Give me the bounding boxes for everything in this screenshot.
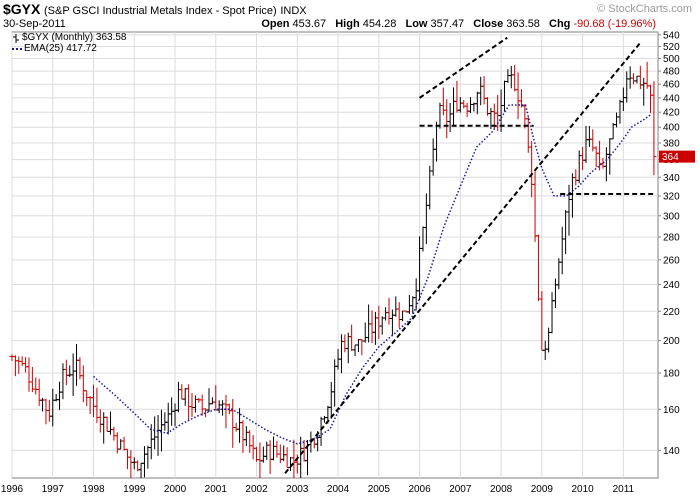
last-price-marker bbox=[659, 150, 695, 163]
y-tick-label: 480 bbox=[663, 67, 680, 78]
trendline bbox=[419, 36, 508, 99]
x-tick-label: 2002 bbox=[245, 484, 268, 495]
y-tick-label: 420 bbox=[663, 108, 680, 119]
symbol: $GYX bbox=[3, 1, 41, 17]
legend-price-label: $GYX (Monthly) 363.58 bbox=[22, 32, 127, 43]
last-price-label: 364 bbox=[662, 152, 679, 163]
y-tick-label: 380 bbox=[663, 139, 680, 150]
y-tick-label: 340 bbox=[663, 173, 680, 184]
low-value: 357.47 bbox=[430, 18, 465, 30]
exchange: INDX bbox=[280, 5, 307, 17]
y-tick-label: 320 bbox=[663, 191, 680, 202]
low-label: Low bbox=[405, 18, 428, 30]
y-tick-label: 180 bbox=[663, 369, 680, 380]
x-tick-label: 1998 bbox=[82, 484, 105, 495]
x-tick-label: 2005 bbox=[368, 484, 391, 495]
y-tick-label: 520 bbox=[663, 42, 680, 53]
y-tick-label: 200 bbox=[663, 336, 680, 347]
x-tick-label: 2003 bbox=[286, 484, 309, 495]
chg-label: Chg bbox=[549, 18, 571, 30]
x-tick-label: 2006 bbox=[408, 484, 431, 495]
x-tick-label: 2009 bbox=[531, 484, 554, 495]
legend-price: $GYX (Monthly) 363.58 bbox=[12, 32, 127, 43]
legend-ema: EMA(25) 417.72 bbox=[12, 43, 127, 54]
y-tick-label: 400 bbox=[663, 123, 680, 134]
dotted-line-icon bbox=[12, 47, 22, 50]
price-bar bbox=[651, 81, 657, 176]
y-tick-label: 460 bbox=[663, 80, 680, 91]
ohlc-readout: Open 453.67 High 454.28 Low 357.47 Close… bbox=[261, 18, 656, 30]
open-label: Open bbox=[261, 18, 290, 30]
plot-area bbox=[11, 31, 659, 479]
watermark: © StockCharts.com bbox=[597, 3, 692, 15]
x-tick-label: 1996 bbox=[1, 484, 24, 495]
y-tick-label: 300 bbox=[663, 211, 680, 222]
close-value: 363.58 bbox=[506, 18, 540, 30]
x-tick-label: 2007 bbox=[449, 484, 472, 495]
high-value: 454.28 bbox=[362, 18, 397, 30]
ohlc-bar-icon bbox=[12, 33, 20, 43]
description: (S&P GSCI Industrial Metals Index - Spot… bbox=[43, 5, 277, 17]
close-label: Close bbox=[473, 18, 504, 30]
x-tick-label: 2010 bbox=[571, 484, 594, 495]
chart-title: $GYX (S&P GSCI Industrial Metals Index -… bbox=[3, 1, 307, 17]
legend-ema-label: EMA(25) 417.72 bbox=[24, 43, 97, 54]
y-tick-label: 220 bbox=[663, 307, 680, 318]
chg-value: -90.68 (-19.96%) bbox=[573, 18, 656, 30]
high-label: High bbox=[335, 18, 360, 30]
open-value: 453.67 bbox=[292, 18, 327, 30]
y-tick-label: 500 bbox=[663, 54, 680, 65]
trendline bbox=[284, 42, 641, 474]
y-tick-label: 440 bbox=[663, 93, 680, 104]
y-tick-label: 540 bbox=[663, 30, 680, 41]
y-tick-label: 140 bbox=[663, 446, 680, 457]
x-tick-label: 2001 bbox=[205, 484, 228, 495]
x-tick-label: 1997 bbox=[42, 484, 65, 495]
legend: $GYX (Monthly) 363.58 EMA(25) 417.72 bbox=[12, 32, 127, 54]
x-tick-label: 2000 bbox=[164, 484, 187, 495]
x-tick-label: 2004 bbox=[327, 484, 350, 495]
y-tick-label: 240 bbox=[663, 280, 680, 291]
as-of-date: 30-Sep-2011 bbox=[3, 18, 66, 30]
y-tick-label: 260 bbox=[663, 255, 680, 266]
x-tick-label: 2008 bbox=[490, 484, 513, 495]
ohlc-bars bbox=[9, 61, 657, 478]
y-tick-label: 160 bbox=[663, 405, 680, 416]
x-tick-label: 1999 bbox=[123, 484, 146, 495]
x-tick-label: 2011 bbox=[613, 484, 635, 495]
y-tick-label: 280 bbox=[663, 233, 680, 244]
